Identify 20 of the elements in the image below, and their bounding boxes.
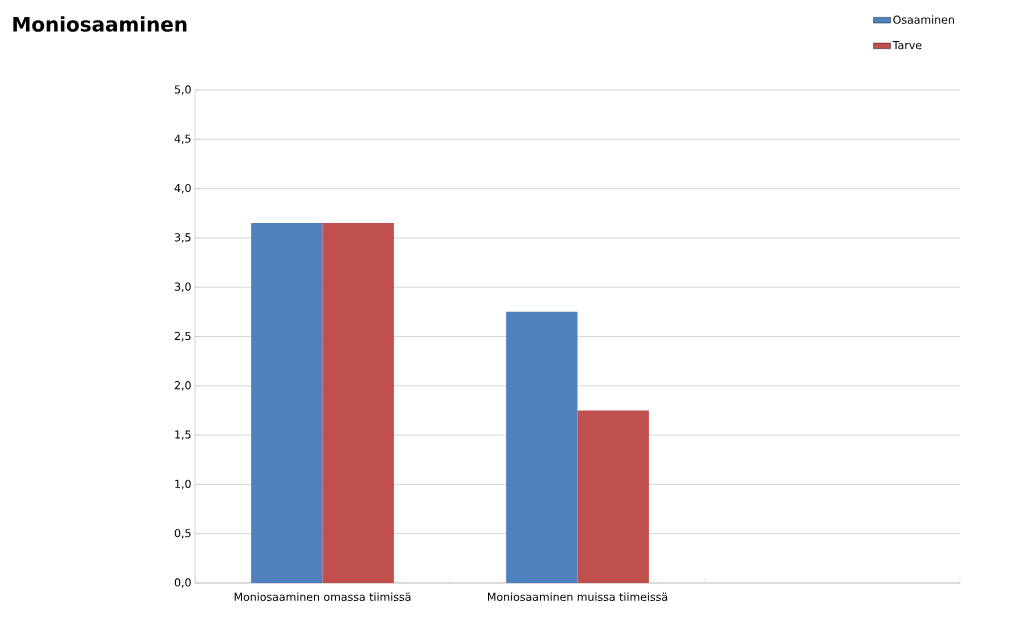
y-tick-label: 2,5 [174, 331, 191, 342]
y-tick-label: 3,5 [174, 233, 191, 243]
y-tick-label: 1,0 [175, 479, 191, 490]
bar [251, 223, 323, 583]
y-tick-label: 2,0 [174, 381, 191, 391]
chart-title: Moniosaaminen [13, 16, 187, 32]
legend-label: Osaaminen [893, 15, 954, 24]
y-tick-label: 4,5 [174, 134, 191, 144]
y-tick-label: 0,5 [174, 529, 191, 539]
y-tick-label: 4,0 [174, 183, 191, 194]
x-tick-label: Moniosaaminen muissa tiimeissä [488, 592, 668, 601]
y-tick-label: 3,0 [174, 282, 191, 292]
y-tick-label: 1,5 [175, 430, 191, 440]
y-tick-label: 5,0 [174, 85, 191, 95]
legend-label: Tarve [892, 41, 922, 50]
x-tick-label: Moniosaaminen omassa tiimissä [234, 592, 411, 601]
bar [577, 410, 649, 583]
y-tick-label: 0,0 [174, 578, 191, 588]
bar [322, 223, 394, 583]
bar [506, 311, 578, 583]
